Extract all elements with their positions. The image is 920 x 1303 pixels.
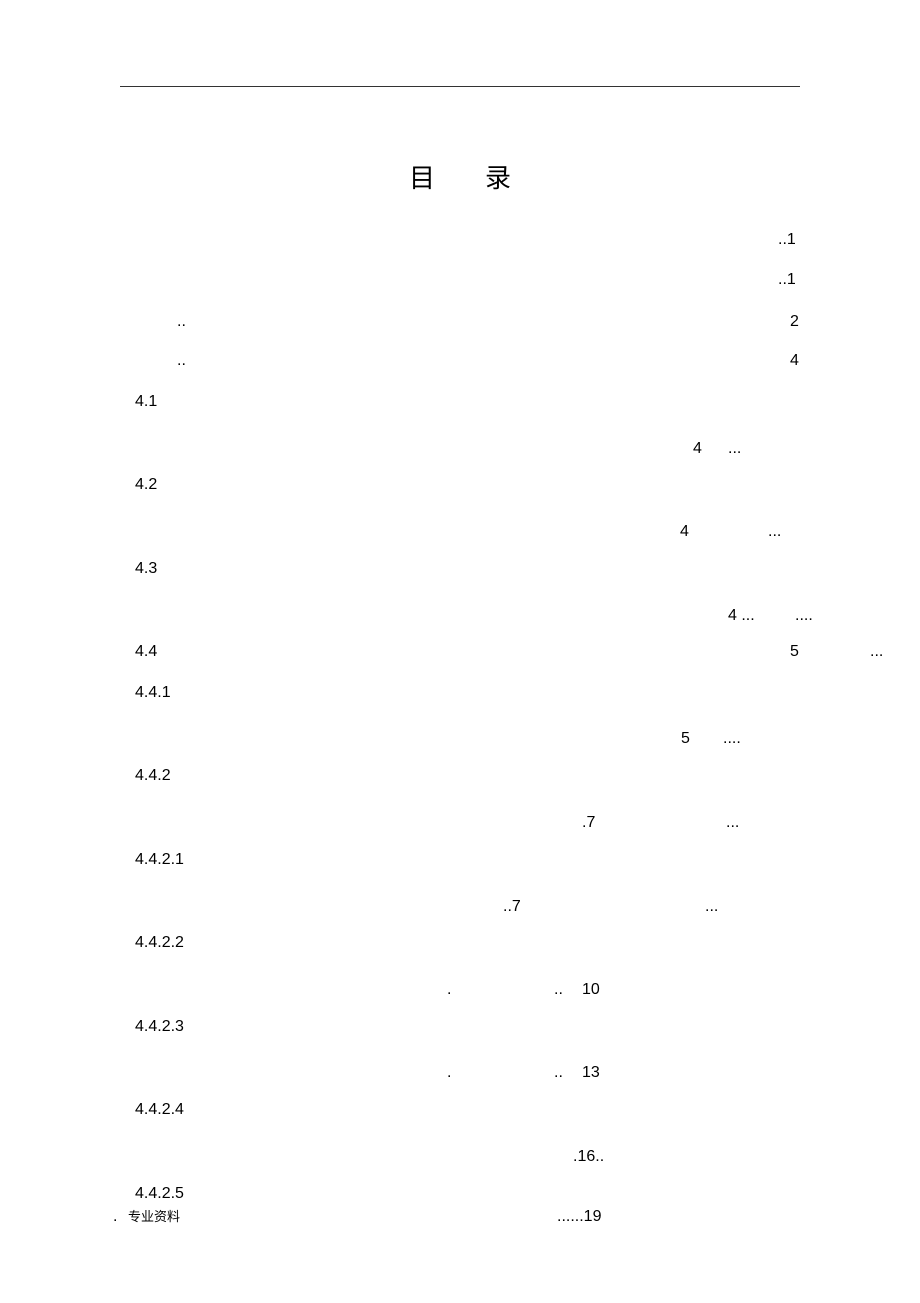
toc-fragment: .. [554,1064,563,1082]
toc-fragment: . [447,1064,451,1082]
toc-fragment: 4.1 [135,393,157,411]
toc-fragment: .. [177,352,186,370]
toc-fragment: 5 [790,643,799,661]
toc-fragment: .7 [582,814,595,832]
toc-fragment: ..1 [778,231,796,249]
toc-fragment: 4.3 [135,560,157,578]
toc-fragment: ......19 [557,1208,601,1226]
toc-fragment: ... [726,814,739,832]
toc-fragment: 4.4.2.2 [135,934,184,952]
toc-fragment: ..7 [503,898,521,916]
toc-fragment: ... [728,440,741,458]
toc-fragment: 4.4.2.5 [135,1185,184,1203]
toc-fragment: 4 ... [728,607,755,625]
toc-fragment: ... [768,523,781,541]
toc-fragment: ... [705,898,718,916]
toc-fragment: 4.4 [135,643,157,661]
toc-fragment: 13 [582,1064,600,1082]
toc-fragment: 5 [681,730,690,748]
toc-fragment: . [113,1208,117,1226]
toc-fragment: 4.4.2.3 [135,1018,184,1036]
toc-fragment: 4.4.2 [135,767,171,785]
toc-fragment: 4.4.2.4 [135,1101,184,1119]
toc-fragment: ..1 [778,271,796,289]
toc-fragment: . [447,981,451,999]
toc-fragment: .16.. [573,1148,604,1166]
header-rule [120,86,800,87]
toc-fragment: 4.4.2.1 [135,851,184,869]
toc-fragment: .... [795,607,813,625]
toc-fragment: 4 [693,440,702,458]
toc-fragment: 4.2 [135,476,157,494]
toc-fragment: 4 [790,352,799,370]
toc-title: 目录 [0,158,920,195]
toc-fragment: .. [177,313,186,331]
toc-fragment: .. [554,981,563,999]
toc-fragment: 4.4.1 [135,684,171,702]
toc-fragment: .... [723,730,741,748]
toc-fragment: 4 [680,523,689,541]
toc-fragment: 10 [582,981,600,999]
footer-text: 专业资料 [128,1206,180,1225]
toc-fragment: ... [870,643,883,661]
toc-fragment: 2 [790,313,799,331]
document-page: 目录 ..1 ..1.. 2.. 4 4.1 4... 4.2 4... 4.3 4 ......… [0,0,920,1303]
